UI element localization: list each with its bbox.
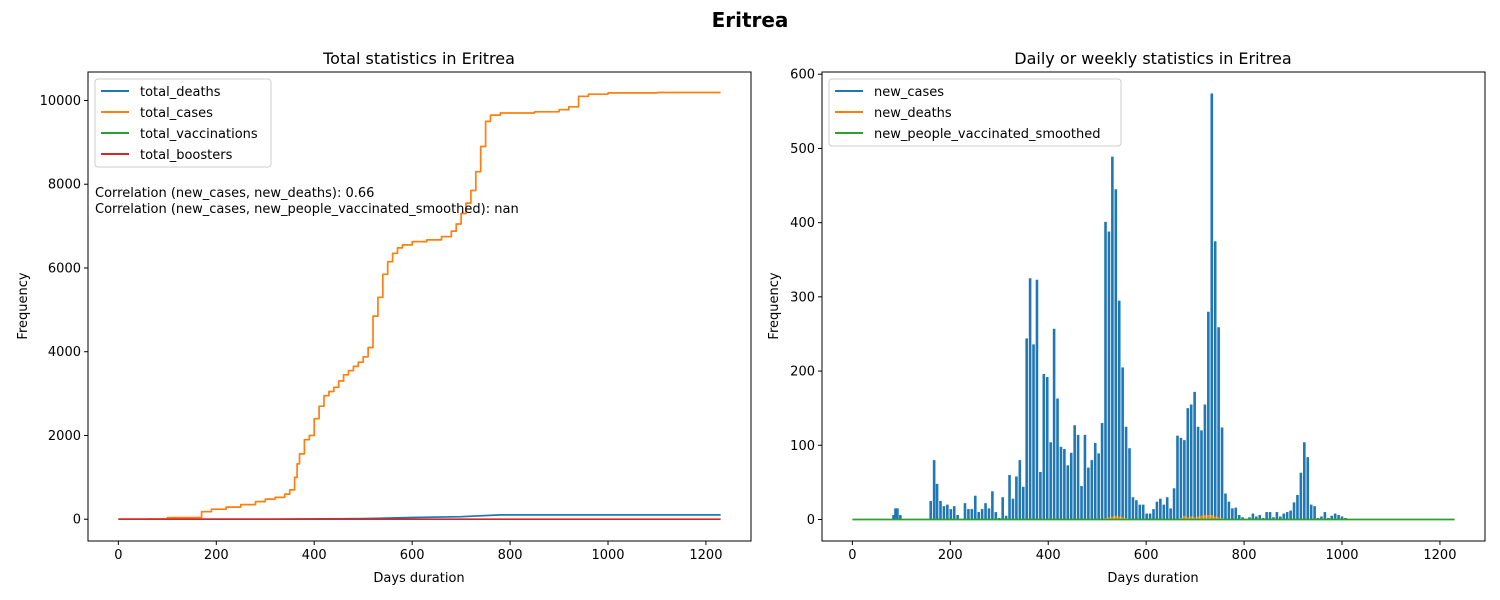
legend-label-new-cases: new_cases: [874, 85, 944, 100]
right-x-axis-label: Days duration: [1107, 571, 1198, 586]
right-y-tick-label: 0: [807, 513, 815, 528]
right-y-tick-label: 200: [790, 365, 815, 380]
left-y-tick-label: 0: [73, 513, 81, 528]
left-axes-frame: [87, 71, 752, 542]
legend-label-total-vaccinations: total_vaccinations: [140, 127, 258, 142]
legend-label-total-boosters: total_boosters: [140, 148, 233, 163]
correlation-annotation-2: Correlation (new_cases, new_people_vacci…: [95, 202, 519, 217]
right-x-tick-label: 1000: [1325, 548, 1358, 563]
left-y-tick-label: 8000: [48, 178, 81, 193]
right-x-tick-label: 1200: [1423, 548, 1456, 563]
left-legend-box: [94, 78, 272, 168]
right-y-tick-label: 600: [790, 68, 815, 83]
right-x-tick-label: 400: [1036, 548, 1061, 563]
left-y-tick-label: 4000: [48, 345, 81, 360]
left-x-tick-label: 600: [400, 548, 425, 563]
right-plot-title: Daily or weekly statistics in Eritrea: [1014, 49, 1291, 68]
legend-label-new-deaths: new_deaths: [874, 106, 952, 121]
left-y-axis-label: Frequency: [16, 272, 31, 339]
left-x-tick-label: 0: [114, 548, 122, 563]
left-x-tick-label: 1200: [689, 548, 722, 563]
left-x-tick-label: 400: [302, 548, 327, 563]
right-y-tick-label: 300: [790, 290, 815, 305]
left-x-axis-label: Days duration: [373, 571, 464, 586]
legend-label-total-deaths: total_deaths: [140, 85, 221, 100]
legend-label-total-cases: total_cases: [140, 106, 213, 121]
right-y-tick-label: 400: [790, 216, 815, 231]
right-legend: new_cases new_deaths new_people_vaccinat…: [828, 78, 1122, 147]
right-axes-frame: [821, 71, 1486, 542]
daily-statistics-panel: Daily or weekly statistics in Eritrea 0 2…: [767, 49, 1486, 586]
right-x-tick-label: 200: [938, 548, 963, 563]
total-statistics-panel: Total statistics in Eritrea 0 200 400 600 80…: [16, 49, 752, 586]
left-plot-title: Total statistics in Eritrea: [322, 49, 515, 68]
left-legend: total_deaths total_cases total_vaccinati…: [94, 78, 272, 168]
right-y-tick-label: 100: [790, 439, 815, 454]
left-x-tick-label: 800: [498, 548, 523, 563]
right-y-axis-label: Frequency: [767, 272, 782, 339]
right-y-tick-label: 500: [790, 142, 815, 157]
total-cases-line: [118, 91, 721, 521]
right-x-tick-label: 600: [1134, 548, 1159, 563]
right-x-tick-label: 0: [848, 548, 856, 563]
correlation-annotation-1: Correlation (new_cases, new_deaths): 0.6…: [95, 186, 374, 201]
legend-label-new-people-vaccinated-smoothed: new_people_vaccinated_smoothed: [874, 127, 1100, 142]
right-x-tick-label: 800: [1232, 548, 1257, 563]
left-y-tick-label: 10000: [40, 94, 81, 109]
left-y-tick-label: 6000: [48, 261, 81, 276]
right-legend-box: [828, 78, 1122, 147]
left-y-tick-label: 2000: [48, 429, 81, 444]
figure-title: Eritrea: [712, 8, 789, 32]
left-x-tick-label: 1000: [591, 548, 624, 563]
left-x-tick-label: 200: [204, 548, 229, 563]
